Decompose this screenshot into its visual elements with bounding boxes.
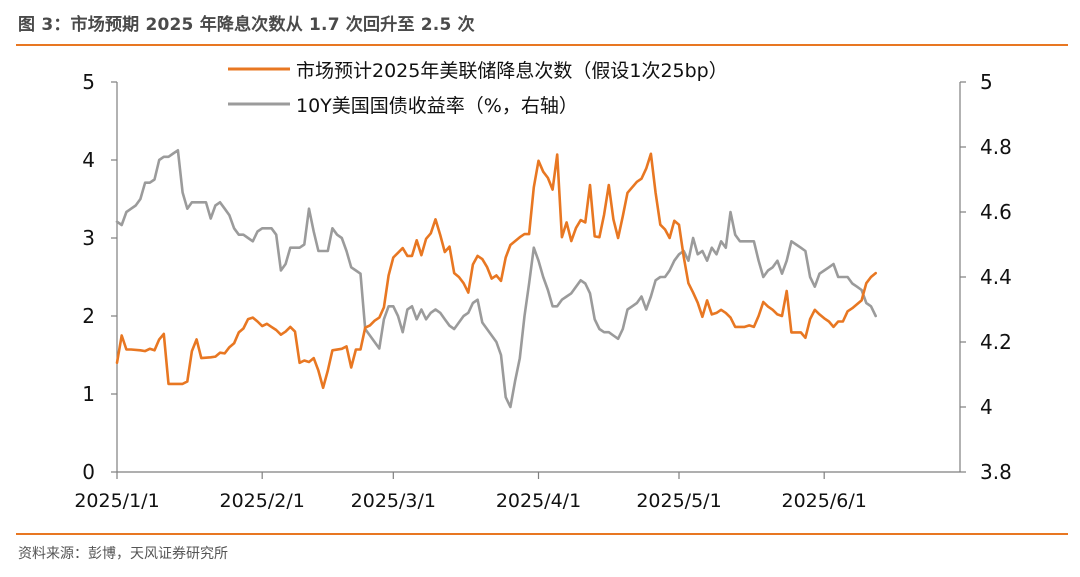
- x-axis-tick-label: 2025/3/1: [351, 490, 436, 512]
- left-axis-tick-label: 5: [82, 70, 95, 94]
- axes-layer: 0 1 2 3 4 5 3.8 4 4.2 4.4 4.6 4.8 5 2025/1/1 2025/2/1 2…: [74, 70, 1011, 512]
- left-axis-tick-label: 0: [82, 460, 95, 484]
- left-axis-tick-label: 4: [82, 148, 95, 172]
- legend: 市场预计2025年美联储降息次数（假设1次25bp） 10Y美国国债收益率（%，…: [228, 60, 728, 117]
- x-axis-tick-label: 2025/1/1: [74, 490, 159, 512]
- left-axis-tick-label: 1: [82, 382, 95, 406]
- series-layer: [115, 149, 878, 409]
- right-axis-tick-label: 4.2: [980, 330, 1012, 354]
- right-axis-tick-label: 4.8: [980, 135, 1012, 159]
- source-note: 资料来源：彭博，天风证券研究所: [18, 546, 228, 562]
- right-axis-tick-label: 3.8: [980, 460, 1012, 484]
- x-axis-tick-label: 2025/6/1: [782, 490, 867, 512]
- x-axis-tick-label: 2025/4/1: [496, 490, 581, 512]
- series-line-rate-cuts: [115, 152, 878, 390]
- title-rule: [16, 44, 1068, 46]
- series-line-10y-yield: [115, 149, 878, 409]
- right-axis-tick-label: 4.6: [980, 200, 1012, 224]
- right-axis-tick-label: 4: [980, 395, 993, 419]
- right-axis-tick-label: 5: [980, 70, 993, 94]
- figure-title: 图 3：市场预期 2025 年降息次数从 1.7 次回升至 2.5 次: [18, 15, 475, 35]
- x-axis-tick-label: 2025/5/1: [636, 490, 721, 512]
- source-rule: [16, 533, 1068, 535]
- x-axis-tick-label: 2025/2/1: [220, 490, 305, 512]
- right-axis-tick-label: 4.4: [980, 265, 1012, 289]
- left-axis-tick-label: 2: [82, 304, 95, 328]
- left-axis-tick-label: 3: [82, 226, 95, 250]
- legend-label-cuts: 市场预计2025年美联储降息次数（假设1次25bp）: [296, 60, 728, 82]
- legend-label-yield: 10Y美国国债收益率（%，右轴）: [296, 95, 578, 117]
